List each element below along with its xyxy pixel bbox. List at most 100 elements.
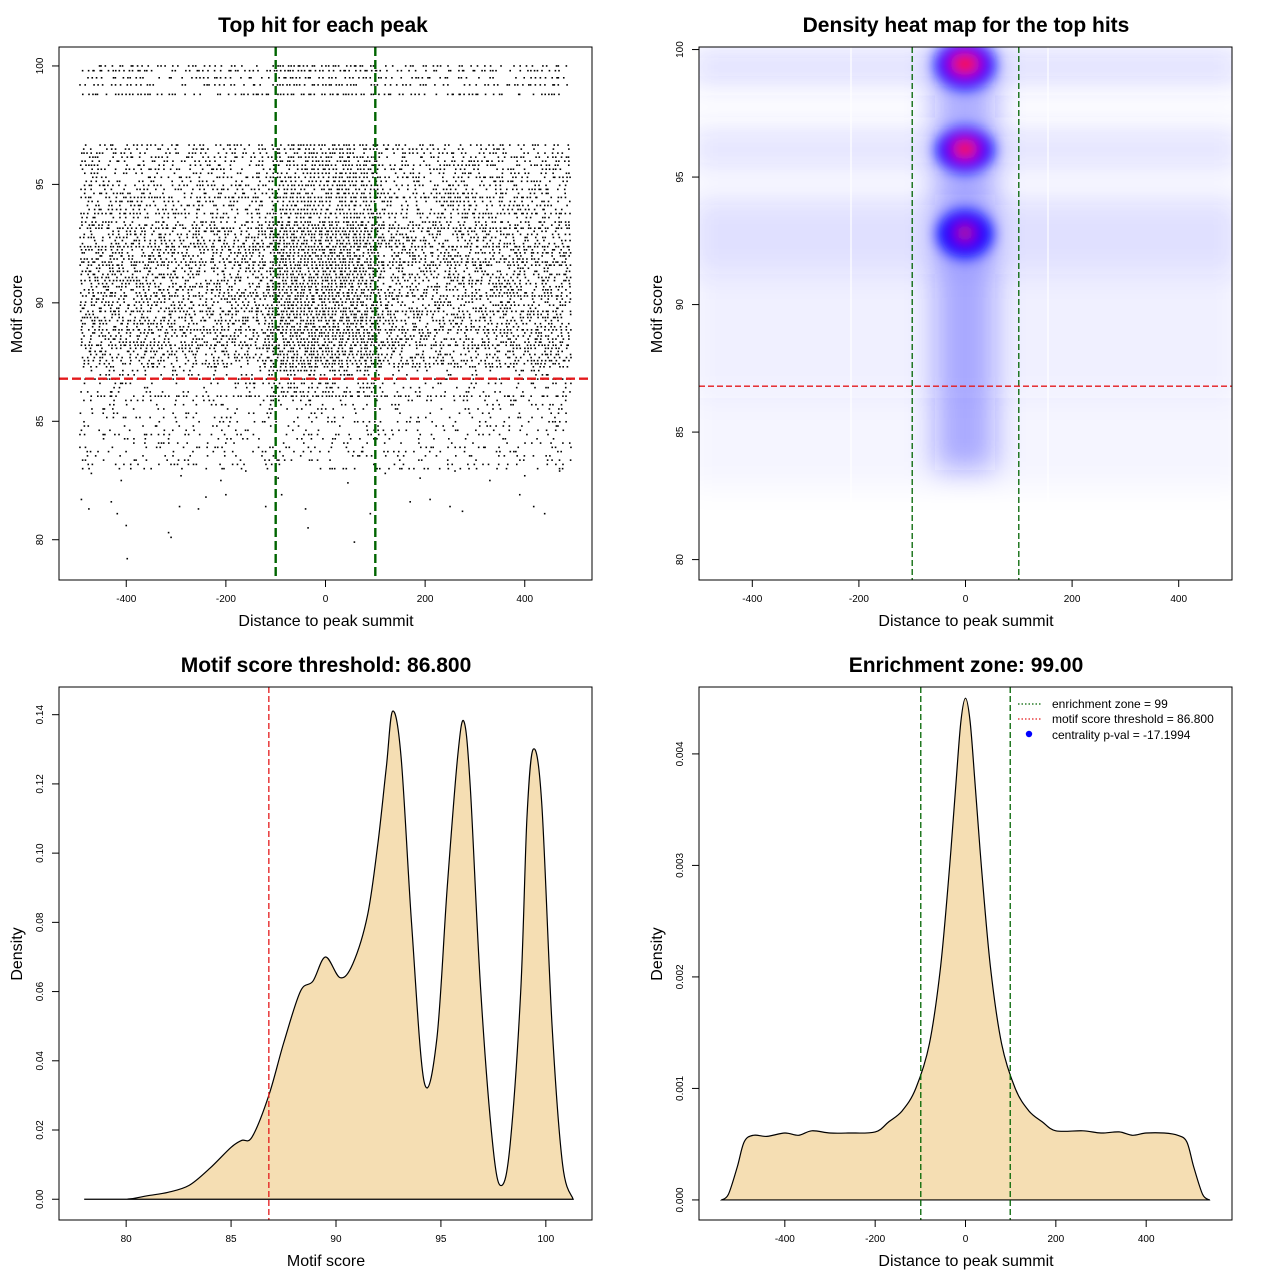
data-point — [434, 378, 436, 380]
data-point — [96, 276, 99, 279]
data-point — [99, 322, 101, 325]
data-point — [335, 310, 337, 313]
data-point — [167, 338, 170, 340]
data-point — [173, 304, 176, 307]
data-point — [393, 344, 395, 347]
data-point — [463, 341, 465, 343]
data-point — [499, 391, 501, 393]
data-point — [276, 386, 279, 389]
data-point — [211, 304, 214, 307]
data-point — [517, 325, 520, 328]
data-point — [468, 301, 470, 303]
data-point — [547, 310, 549, 313]
data-point — [192, 362, 195, 365]
data-point — [192, 304, 195, 307]
data-point — [252, 412, 255, 415]
data-point — [525, 248, 528, 251]
data-point — [547, 344, 550, 347]
data-point — [415, 347, 418, 350]
data-point — [178, 301, 180, 303]
data-point — [319, 239, 322, 242]
data-point — [129, 463, 132, 466]
data-point — [234, 429, 237, 432]
data-point — [489, 425, 492, 427]
data-point — [280, 403, 282, 406]
data-point — [337, 307, 340, 310]
data-point — [353, 313, 356, 316]
data-point — [489, 252, 491, 254]
data-point — [492, 403, 494, 406]
data-point — [416, 395, 419, 397]
data-point — [410, 245, 413, 248]
data-point — [353, 316, 355, 319]
data-point — [342, 322, 345, 325]
data-point — [272, 362, 275, 365]
data-point — [147, 366, 150, 368]
data-point — [315, 310, 318, 313]
data-point — [561, 467, 564, 470]
data-point — [507, 356, 509, 359]
data-point — [522, 395, 525, 397]
data-point — [334, 279, 336, 282]
data-point — [398, 362, 400, 365]
data-point — [224, 245, 226, 248]
data-point — [530, 252, 533, 254]
data-point — [506, 463, 509, 466]
data-point — [202, 304, 204, 307]
data-point — [416, 289, 419, 291]
data-point — [103, 362, 106, 365]
data-point — [272, 446, 274, 449]
data-point — [185, 395, 188, 397]
data-point — [531, 258, 533, 260]
data-point — [528, 399, 530, 402]
data-point — [524, 276, 527, 279]
data-point — [189, 242, 192, 245]
data-point — [466, 258, 469, 260]
data-point — [416, 362, 418, 365]
data-point — [372, 310, 374, 313]
data-point — [144, 374, 147, 376]
data-point — [334, 261, 337, 263]
data-point — [414, 258, 417, 260]
data-point — [325, 264, 328, 266]
data-point — [510, 399, 512, 402]
data-point — [398, 403, 400, 406]
data-point — [155, 267, 157, 270]
data-point — [361, 319, 364, 322]
data-point — [379, 329, 382, 331]
data-point — [496, 270, 499, 273]
data-point — [526, 258, 528, 260]
data-point — [146, 282, 149, 285]
data-point — [233, 335, 236, 337]
data-point — [282, 248, 285, 251]
data-point — [162, 442, 165, 444]
data-point — [357, 350, 359, 353]
data-point — [482, 463, 484, 466]
data-point — [558, 408, 560, 410]
data-point — [517, 273, 519, 276]
data-point — [122, 369, 124, 372]
data-point — [251, 310, 253, 313]
data-point — [100, 248, 103, 251]
data-point — [517, 304, 520, 307]
data-point — [401, 325, 404, 328]
data-point — [321, 282, 323, 285]
data-point — [388, 245, 391, 248]
data-point — [302, 391, 305, 393]
data-point — [437, 353, 440, 356]
data-point — [341, 319, 343, 322]
data-point — [465, 325, 467, 328]
data-point — [561, 298, 564, 300]
data-point — [187, 391, 190, 393]
data-point — [529, 319, 531, 322]
data-point — [314, 378, 317, 380]
data-point — [510, 341, 512, 343]
data-point — [236, 408, 238, 410]
data-point — [255, 276, 257, 279]
data-point — [145, 335, 148, 337]
data-point — [453, 395, 455, 397]
data-point — [213, 374, 215, 376]
data-point — [119, 338, 122, 340]
data-point — [430, 433, 433, 436]
data-point — [405, 420, 408, 423]
